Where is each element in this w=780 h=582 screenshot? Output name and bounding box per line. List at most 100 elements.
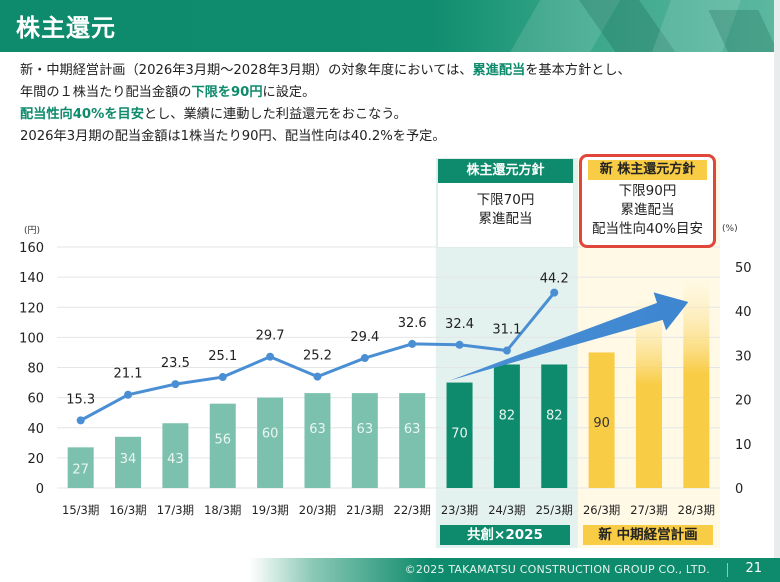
- intro-forecast: 2026年3月期の配当金額は1株当たり90円、配当性向は40.2%を予定。: [20, 129, 446, 144]
- policy-line: 下限90円: [618, 183, 677, 199]
- x-tick-label: 21/3期: [346, 503, 383, 517]
- y-axis-unit-left: (円): [24, 225, 40, 236]
- x-tick-label: 17/3期: [157, 503, 194, 517]
- y-tick-label-right: 20: [735, 394, 752, 409]
- payout-ratio-label: 29.4: [350, 330, 379, 345]
- x-tick-label: 25/3期: [536, 503, 573, 517]
- y-tick-label-right: 50: [735, 261, 752, 276]
- payout-ratio-point: [313, 372, 322, 381]
- intro-text-segment: とし、業績に連動した利益還元をおこなう。: [143, 107, 407, 122]
- highlight-progressive-dividend: 累進配当: [472, 63, 526, 78]
- y-tick-label-left: 60: [27, 392, 44, 407]
- payout-ratio-point: [266, 352, 275, 361]
- footer: ©2025 TAKAMATSU CONSTRUCTION GROUP CO., …: [0, 558, 780, 582]
- payout-ratio-point: [171, 380, 180, 389]
- payout-ratio-point: [502, 346, 511, 355]
- bar-25/3期: [541, 364, 568, 488]
- payout-ratio-label: 29.7: [256, 329, 285, 344]
- payout-ratio-point: [218, 373, 227, 382]
- policy-title: 新 株主還元方針: [588, 160, 707, 180]
- bar-21/3期: [351, 393, 378, 488]
- y-tick-label-left: 120: [19, 301, 44, 316]
- bar-value-label: 60: [262, 427, 279, 442]
- intro-text-segment: に設定。: [262, 85, 316, 100]
- intro-text-segment: を基本方針とし、: [525, 63, 631, 78]
- policy-line: 累進配当: [620, 202, 675, 218]
- policy-line: 配当性向40%目安: [591, 221, 703, 237]
- payout-ratio-label: 32.6: [398, 316, 427, 331]
- policy-title: 株主還元方針: [438, 159, 573, 183]
- bar-19/3期: [257, 397, 284, 488]
- y-tick-label-right: 40: [735, 305, 752, 320]
- payout-ratio-point: [408, 339, 417, 348]
- bar-value-label: 82: [546, 408, 563, 423]
- y-tick-label-left: 40: [27, 422, 44, 437]
- copyright: ©2025 TAKAMATSU CONSTRUCTION GROUP CO., …: [404, 563, 710, 576]
- bar-value-label: 56: [214, 433, 231, 448]
- footer-divider: [727, 563, 728, 577]
- page-number: 21: [745, 561, 762, 576]
- bar-value-label: 27: [72, 462, 89, 477]
- x-tick-label: 27/3期: [630, 503, 667, 517]
- y-tick-label-left: 20: [27, 452, 44, 467]
- intro-text: 新・中期経営計画（2026年3月期～2028年3月期）の対象年度においては、累進…: [20, 60, 631, 148]
- y-tick-label-right: 30: [735, 349, 752, 364]
- intro-text-segment: 年間の１株当たり配当金額の: [20, 85, 192, 100]
- page-edge: [774, 0, 780, 582]
- payout-ratio-label: 32.4: [445, 317, 474, 332]
- x-tick-label: 19/3期: [251, 503, 288, 517]
- bar-value-label: 70: [451, 427, 468, 442]
- header-banner: 株主還元: [0, 0, 780, 52]
- y-tick-label-right: 0: [735, 482, 743, 497]
- plan-tag-new-midterm: 新 中期経営計画: [583, 525, 713, 545]
- payout-ratio-label: 23.5: [161, 356, 190, 371]
- y-tick-label-left: 0: [36, 482, 44, 497]
- new-shareholder-policy-box: 新 株主還元方針 下限90円 累進配当 配当性向40%目安: [579, 154, 716, 248]
- x-tick-label: 16/3期: [109, 503, 146, 517]
- bar-17/3期: [162, 423, 189, 488]
- payout-ratio-point: [550, 288, 559, 297]
- payout-ratio-label: 21.1: [114, 367, 143, 382]
- bar-20/3期: [304, 393, 331, 488]
- payout-ratio-point: [455, 340, 464, 349]
- payout-ratio-label: 25.1: [208, 349, 237, 364]
- x-tick-label: 18/3期: [204, 503, 241, 517]
- bar-value-label: 63: [404, 422, 421, 437]
- payout-ratio-point: [360, 354, 369, 363]
- bar-24/3期: [493, 364, 520, 488]
- bar-value-label: 82: [499, 408, 516, 423]
- policy-line: 下限70円: [476, 192, 535, 208]
- policy-line: 累進配当: [478, 211, 533, 227]
- trend-arrow-icon: [449, 292, 689, 381]
- bar-value-label: 63: [309, 422, 326, 437]
- shareholder-policy-box: 株主還元方針 下限70円 累進配当: [437, 158, 574, 248]
- bar-value-label: 43: [167, 452, 184, 467]
- payout-ratio-label: 15.3: [66, 392, 95, 407]
- bar-23/3期: [446, 382, 473, 488]
- x-tick-label: 15/3期: [62, 503, 99, 517]
- y-tick-label-left: 100: [19, 331, 44, 346]
- y-tick-label-left: 140: [19, 271, 44, 286]
- bar-16/3期: [115, 436, 142, 488]
- x-tick-label: 28/3期: [678, 503, 715, 517]
- highlight-lower-limit: 下限を90円: [191, 85, 263, 100]
- payout-ratio-point: [124, 390, 133, 399]
- intro-text-segment: 新・中期経営計画（2026年3月期～2028年3月期）の対象年度においては、: [20, 63, 473, 78]
- payout-ratio-label: 44.2: [540, 272, 569, 287]
- bar-value-label: 63: [357, 422, 374, 437]
- highlight-payout-ratio: 配当性向40%を目安: [20, 107, 144, 122]
- bar-22/3期: [399, 393, 426, 488]
- x-tick-label: 24/3期: [488, 503, 525, 517]
- bar-26/3期: [588, 352, 615, 488]
- bar-value-label: 34: [120, 452, 137, 467]
- y-tick-label-right: 10: [735, 438, 752, 453]
- x-tick-label: 23/3期: [441, 503, 478, 517]
- bar-28/3期: [683, 280, 710, 488]
- payout-ratio-label: 31.1: [492, 323, 521, 338]
- bar-value-label: 90: [593, 416, 610, 431]
- x-tick-label: 22/3期: [394, 503, 431, 517]
- plan-tag-kyoso-2025: 共創×2025: [440, 525, 570, 545]
- payout-ratio-point: [76, 416, 85, 425]
- y-tick-label-left: 80: [27, 362, 44, 377]
